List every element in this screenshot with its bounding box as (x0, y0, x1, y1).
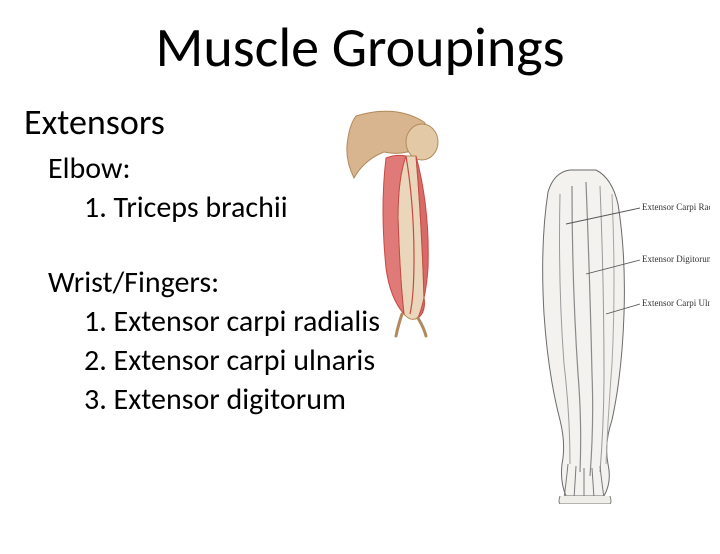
upper-arm-illustration (326, 108, 486, 338)
slide-title: Muscle Groupings (0, 14, 720, 82)
slide-root: Muscle Groupings Extensors Elbow: 1. Tri… (0, 14, 720, 554)
forearm-label-ecu: Extensor Carpi Ulnaris (642, 298, 710, 308)
forearm-label-ecr: Extensor Carpi Radialis (642, 202, 710, 212)
forearm-label-ed: Extensor Digitorum (642, 254, 710, 264)
forearm-illustration: Extensor Carpi Radialis Extensor Digitor… (500, 164, 710, 504)
